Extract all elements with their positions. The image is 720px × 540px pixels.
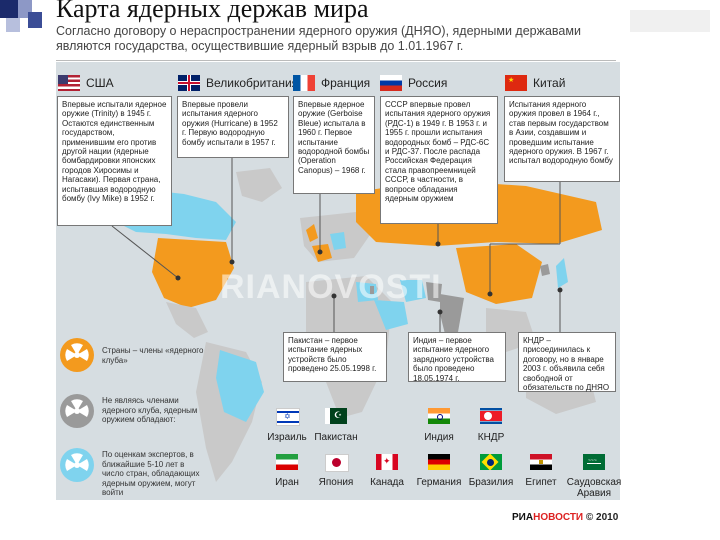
germany-flag: [428, 454, 450, 470]
divider: [56, 60, 616, 61]
note-pakistan: Пакистан – первое испытание ядерных устр…: [283, 332, 387, 382]
legend-text: Страны – члены «ядерного клуба»: [102, 346, 204, 365]
country-name: Иран: [275, 477, 299, 488]
country-name: Япония: [318, 477, 354, 488]
decor-square: [28, 12, 42, 28]
country-name: Россия: [408, 76, 448, 90]
country-name: Франция: [321, 76, 371, 90]
country-header-usa: США: [58, 73, 114, 93]
usa-flag: [58, 75, 80, 91]
saudi-flag: ~~~: [583, 454, 605, 470]
info-box-usa: Впервые испытали ядерное оружие (Trinity…: [57, 96, 172, 226]
country-name: Саудовская Аравия: [566, 477, 622, 499]
country-header-china: ★ Китай: [505, 73, 565, 93]
note-dprk: КНДР – присоединилась к договору, но в я…: [518, 332, 616, 392]
iran-shape: [400, 280, 426, 302]
country-header-russia: Россия: [380, 73, 447, 93]
israel-shape: [370, 286, 374, 294]
country-name: США: [86, 76, 114, 90]
country-name: Китай: [533, 76, 566, 90]
country-name: Великобритания: [206, 76, 299, 90]
pakistan-flag: ☪: [325, 408, 347, 424]
india-shape: [440, 294, 464, 338]
uk-shape: [306, 224, 318, 242]
country-name: Бразилия: [468, 477, 514, 488]
country-name: Индия: [424, 432, 454, 443]
credit-year: © 2010: [585, 512, 619, 523]
credit-novosti: НОВОСТИ: [533, 512, 584, 523]
canada-flag: ✦: [376, 454, 398, 470]
brazil-shape: [216, 350, 264, 422]
info-box-china: Испытания ядерного оружия провел в 1964 …: [504, 96, 620, 182]
country-name: Пакистан: [314, 432, 358, 443]
watermark: RIANOVOSTI: [220, 268, 442, 306]
decor-square: [6, 18, 20, 32]
india-flag: [428, 408, 450, 424]
credit: РИАНОВОСТИ © 2010: [512, 512, 618, 523]
radiation-gray-icon: [60, 394, 94, 428]
legend-text: Не являясь членами ядерного клуба, ядерн…: [102, 396, 198, 424]
info-box-russia: СССР впервые провел испытания ядерного о…: [380, 96, 498, 224]
legend-text: По оценкам экспертов, в ближайшие 5-10 л…: [102, 450, 200, 497]
russia-flag: [380, 75, 402, 91]
japan-shape: [556, 258, 568, 288]
radiation-blue-icon: [60, 448, 94, 482]
china-shape: [456, 244, 542, 304]
iran-flag: [276, 454, 298, 470]
uk-flag: [178, 75, 200, 91]
radiation-orange-icon: [60, 338, 94, 372]
decor-square: [0, 0, 18, 18]
japan-flag: [325, 454, 349, 472]
page-subtitle: Согласно договору о нераспространении яд…: [56, 24, 581, 53]
germany-shape: [330, 232, 346, 250]
info-box-france: Впервые ядерное оружие (Gerboise Bleue) …: [293, 96, 375, 194]
credit-ria: РИА: [512, 512, 534, 523]
egypt-flag: [530, 454, 552, 470]
country-name: Канада: [370, 477, 404, 488]
country-name: Египет: [525, 477, 557, 488]
note-india: Индия – первое испытание ядерного зарядн…: [408, 332, 506, 383]
country-name: Израиль: [267, 432, 307, 443]
israel-flag: ✡: [276, 408, 300, 426]
country-header-uk: Великобритания: [178, 73, 298, 93]
mexico-shape: [166, 302, 208, 338]
china-flag: ★: [505, 75, 527, 91]
country-name: Германия: [416, 477, 462, 488]
greenland-shape: [236, 168, 282, 202]
country-name: КНДР: [477, 432, 505, 443]
france-flag: [293, 75, 315, 91]
page-title: Карта ядерных держав мира: [56, 0, 369, 23]
info-box-uk: Впервые провели испытания ядерного оружи…: [177, 96, 289, 158]
pakistan-shape: [426, 282, 442, 302]
decor-box: [630, 10, 710, 32]
brazil-flag: [480, 454, 502, 470]
dprk-shape: [540, 264, 550, 276]
country-header-france: Франция: [293, 73, 370, 93]
saudi-shape: [374, 300, 408, 330]
dprk-flag: [480, 408, 502, 424]
